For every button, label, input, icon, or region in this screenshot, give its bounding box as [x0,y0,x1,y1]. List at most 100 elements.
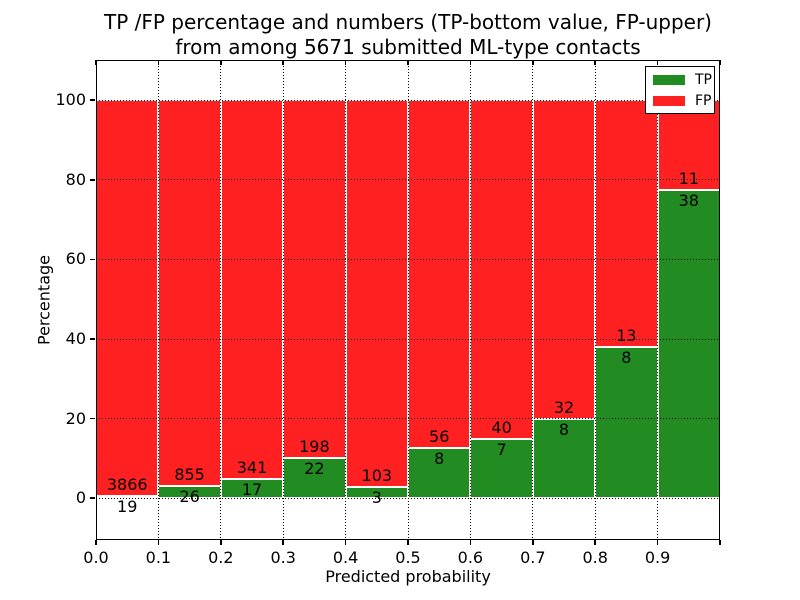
fp-count-label: 40 [491,417,512,437]
y-tick-mark-left [90,497,95,499]
fp-count-label: 341 [236,458,268,478]
x-tick-label: 0.8 [582,548,608,567]
x-tick-mark-bottom [719,540,721,545]
gridline-vertical [345,60,347,540]
bar-fp-segment [158,100,221,487]
x-tick-mark-bottom [220,540,222,545]
gridline-vertical [282,60,284,540]
bar-tp-segment [345,486,408,499]
tp-count-label: 26 [179,487,200,507]
y-tick-label: 60 [65,249,86,269]
x-tick-label: 0.4 [332,548,359,567]
x-tick-mark-top [656,60,659,65]
bar-fp-segment [470,100,533,439]
x-tick-mark-bottom [407,540,409,545]
x-tick-label: 0.7 [520,548,546,567]
x-tick-mark-top [719,60,721,65]
legend-label: FP [695,92,712,109]
gridline-vertical [157,60,159,540]
legend-entry: FP [653,94,712,108]
x-tick-mark-top [95,60,97,65]
y-tick-label: 20 [65,408,86,428]
bar-tp-segment [220,479,284,499]
bar-fp-segment [345,100,408,487]
bar-tp-segment [595,346,658,499]
plot-area: 3866 19 855 26 341 17 198 22 103 3 56 8 40 7 32 8 13 8 11 3… [90,60,721,545]
x-tick-label: 0.3 [270,548,296,567]
x-tick-mark-top [407,60,409,65]
legend: TP FP [645,66,715,114]
legend-swatch-fp [653,95,685,106]
gridline-vertical [594,60,596,540]
tp-count-label: 22 [304,459,325,479]
x-tick-mark-top [220,60,222,65]
x-tick-label: 0.9 [644,548,671,567]
chart-title: TP /FP percentage and numbers (TP-bottom… [96,10,720,60]
bar-tp-segment [158,486,221,499]
x-tick-mark-bottom [282,540,284,545]
fp-count-label: 198 [299,437,330,457]
bar-fp-segment [220,100,284,480]
x-tick-mark-top [157,60,160,65]
fp-count-label: 855 [174,465,205,485]
tp-count-label: 8 [434,449,445,469]
bar-tp-segment [470,438,533,499]
fp-count-label: 11 [678,168,699,188]
fp-count-label: 13 [616,325,637,345]
tp-count-label: 19 [117,497,138,517]
y-tick-label: 0 [75,488,86,508]
tp-count-label: 8 [558,419,570,439]
x-tick-mark-top [469,60,472,65]
gridline-vertical [469,60,471,540]
x-tick-mark-top [282,60,284,65]
x-tick-mark-bottom [95,540,97,545]
tp-count-label: 3 [371,487,382,507]
legend-entry: TP [653,73,712,87]
x-tick-label: 0.0 [83,548,109,567]
x-tick-mark-bottom [469,540,472,545]
x-tick-mark-bottom [344,540,347,545]
gridline-vertical [532,60,534,540]
bar-fp-segment [408,100,471,449]
fp-count-label: 32 [553,397,575,417]
y-tick-label: 100 [55,90,86,110]
bar-fp-segment [657,100,720,190]
x-tick-mark-top [532,60,534,65]
tp-count-label: 8 [621,347,632,367]
y-tick-mark-left [90,179,95,181]
x-tick-label: 0.1 [145,548,172,567]
x-tick-mark-bottom [656,540,659,545]
fp-count-label: 3866 [106,475,148,495]
tp-count-label: 7 [496,439,507,459]
x-tick-label: 0.6 [457,548,484,567]
x-axis-label: Predicted probability [325,567,491,586]
tp-count-label: 38 [678,190,699,210]
x-tick-mark-bottom [532,540,534,545]
legend-label: TP [695,71,712,88]
y-tick-label: 40 [65,329,86,348]
y-tick-mark-left [90,417,95,420]
y-tick-mark-left [90,258,95,261]
x-tick-label: 0.5 [395,548,421,567]
gridline-vertical [220,60,222,540]
bar-fp-segment [595,100,658,347]
y-tick-label: 80 [65,169,86,189]
bar-fp-segment [283,100,346,459]
x-tick-label: 0.2 [208,548,234,567]
bar-tp-segment [532,418,596,499]
bar-fp-segment [96,100,159,497]
x-tick-mark-bottom [157,540,160,545]
tp-count-label: 17 [241,480,263,500]
y-tick-mark-left [90,99,95,101]
fp-count-label: 103 [361,465,393,485]
x-tick-mark-top [594,60,596,65]
gridline-vertical [407,60,409,540]
fp-count-label: 56 [429,427,450,447]
x-tick-mark-top [344,60,347,65]
chart-title-line2: from among 5671 submitted ML-type contac… [175,35,641,59]
x-tick-mark-bottom [594,540,596,545]
y-tick-mark-left [90,338,95,340]
legend-swatch-tp [653,74,685,85]
gridline-vertical [657,60,659,540]
